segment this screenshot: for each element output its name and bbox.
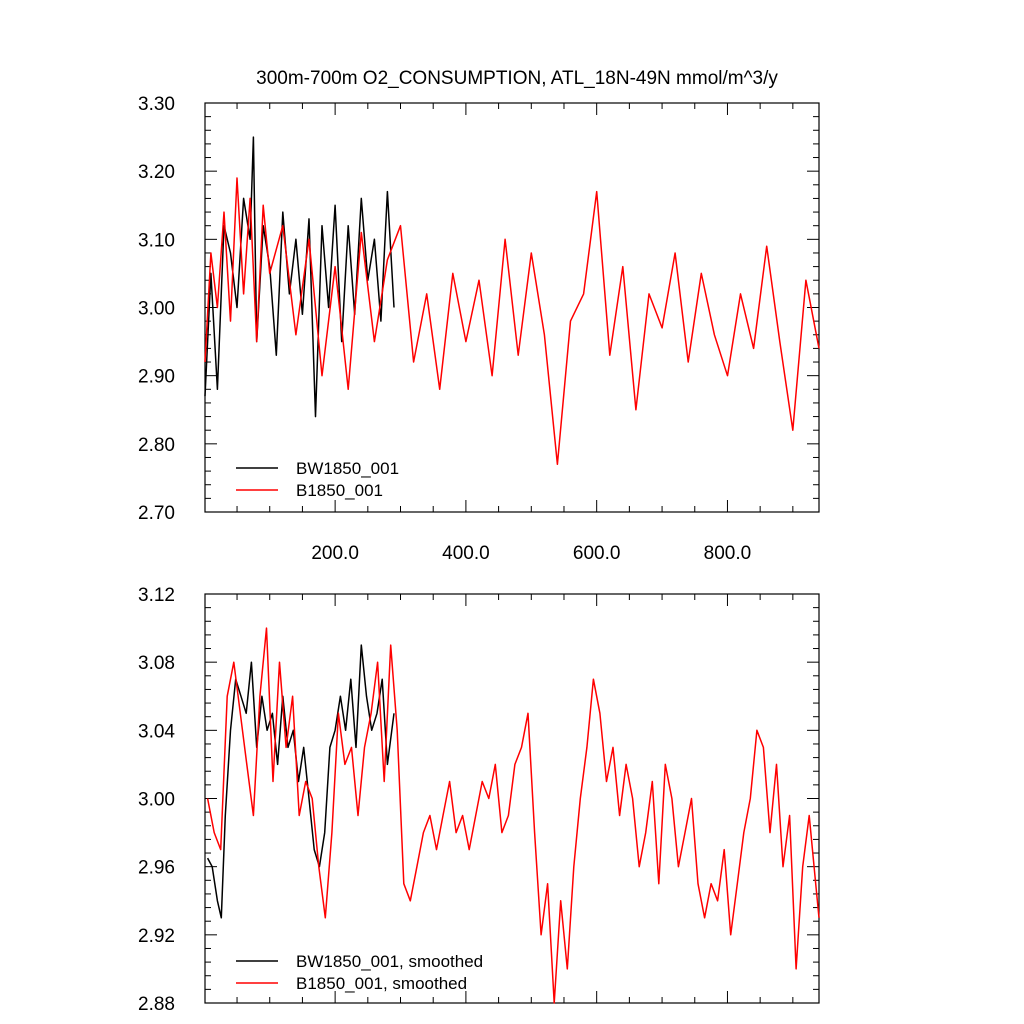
top-x-tick-label: 200.0: [311, 543, 359, 564]
bottom-x-axis: [236, 594, 794, 1003]
legend-label-bw1850-smoothed: BW1850_001, smoothed: [296, 952, 483, 971]
top-series-b1850-line: [204, 177, 820, 466]
top-y-tick-label: 3.20: [138, 162, 175, 183]
bottom-y-axis: 2.88 2.92 2.96 3.00 3.04 3.08 3.12: [138, 585, 819, 1015]
bottom-y-tick-label: 2.88: [138, 994, 175, 1015]
bottom-series-group: [206, 627, 820, 1004]
bottom-y-tick-label: 3.04: [138, 721, 175, 742]
top-series-bw1850-line: [204, 136, 395, 418]
bottom-panel: 2.88 2.92 2.96 3.00 3.04 3.08 3.12 BW1850_001,…: [138, 585, 820, 1015]
top-y-tick-label: 3.30: [138, 94, 175, 115]
top-y-tick-label: 2.90: [138, 367, 175, 388]
bottom-legend: BW1850_001, smoothed B1850_001, smoothed: [236, 952, 483, 993]
top-x-tick-label: 800.0: [704, 543, 752, 564]
bottom-y-tick-label: 2.92: [138, 926, 175, 947]
legend-label-b1850: B1850_001: [296, 481, 383, 500]
bottom-y-tick-label: 2.96: [138, 858, 175, 879]
chart-title: 300m-700m O2_CONSUMPTION, ATL_18N-49N mm…: [256, 68, 778, 89]
bottom-y-tick-label: 3.08: [138, 653, 175, 674]
top-legend: BW1850_001 B1850_001: [236, 459, 399, 500]
bottom-series-b1850-line: [206, 627, 820, 1004]
top-plot-frame: [204, 102, 820, 513]
top-y-tick-label: 2.80: [138, 435, 175, 456]
top-y-tick-label: 2.70: [138, 503, 175, 524]
top-series-group: [204, 136, 820, 466]
top-y-tick-label: 3.10: [138, 230, 175, 251]
top-x-tick-label: 400.0: [442, 543, 490, 564]
bottom-plot-frame: [204, 593, 820, 1004]
top-panel: 300m-700m O2_CONSUMPTION, ATL_18N-49N mm…: [138, 68, 820, 564]
bottom-y-tick-label: 3.12: [138, 585, 175, 606]
top-y-tick-label: 3.00: [138, 299, 175, 320]
legend-label-bw1850: BW1850_001: [296, 459, 399, 478]
bottom-series-bw1850-line: [206, 644, 395, 919]
bottom-y-tick-label: 3.00: [138, 790, 175, 811]
top-x-axis: 200.0 400.0 600.0 800.0: [236, 103, 794, 564]
top-x-tick-label: 600.0: [573, 543, 621, 564]
top-y-axis: 2.70 2.80 2.90 3.00 3.10 3.20 3.30: [138, 94, 819, 524]
legend-label-b1850-smoothed: B1850_001, smoothed: [296, 974, 467, 993]
